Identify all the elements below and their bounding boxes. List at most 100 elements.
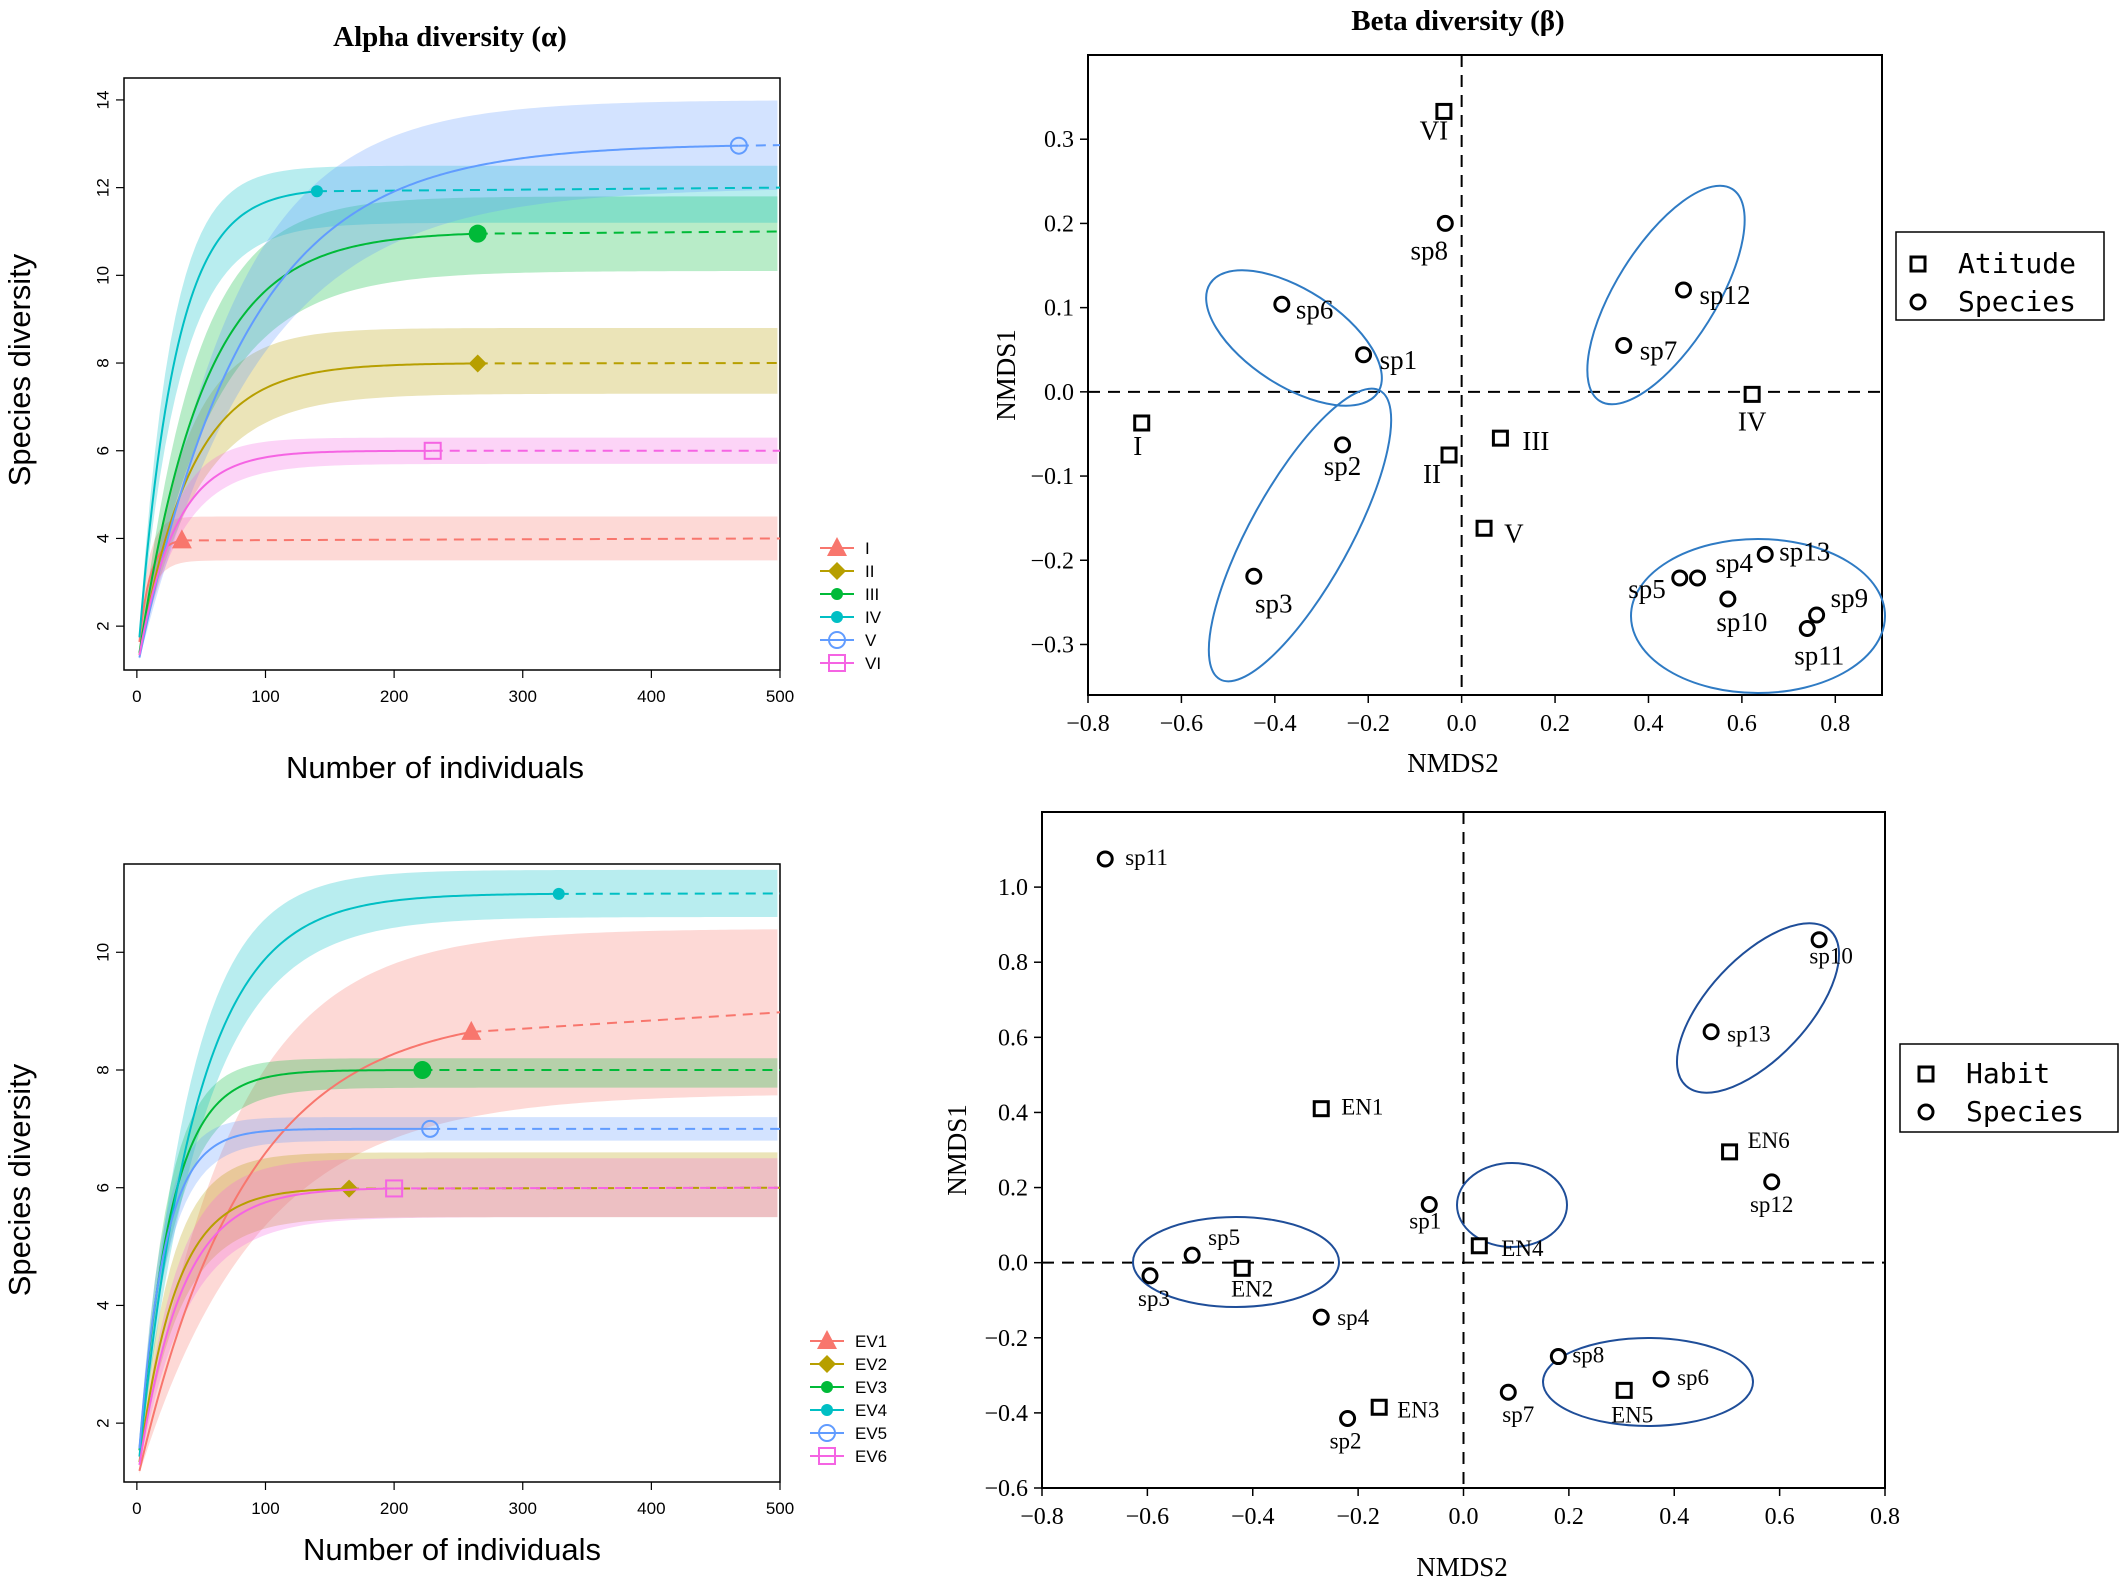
- species-marker-sp12: [1763, 1173, 1781, 1191]
- legend-label-atitude: Atitude: [1958, 247, 2076, 280]
- y-tick-label: −0.6: [984, 1476, 1028, 1502]
- beta-top-ellipse-sp12-sp7: [1586, 184, 1746, 406]
- site-label-VI: VI: [1420, 115, 1449, 145]
- beta-bottom-chart: EN1 EN2 EN3 EN4 EN5 EN6 sp1 sp2 sp3 sp4 sp5 sp6 sp7 s…: [942, 811, 2119, 1582]
- x-tick-label: 200: [380, 687, 408, 706]
- species-marker-sp7: [1499, 1383, 1517, 1401]
- y-tick-label: −0.4: [984, 1401, 1028, 1427]
- y-tick-label: 8: [93, 1065, 112, 1074]
- beta-top-ellipse-right-cluster: [1630, 538, 1886, 694]
- legend-label-EV1: EV1: [855, 1332, 887, 1351]
- legend-label-III: III: [865, 585, 879, 604]
- observed-marker-II: [468, 354, 487, 373]
- x-tick-label: 0.2: [1540, 711, 1570, 737]
- observed-marker-EV5: [421, 1119, 440, 1138]
- species-marker-sp10: [1719, 590, 1737, 608]
- beta-top-xlabel: NMDS2: [1407, 748, 1499, 778]
- y-tick-label: 4: [93, 1301, 112, 1310]
- legend-square-icon: [1909, 255, 1927, 273]
- alpha-top-xlabel: Number of individuals: [286, 750, 584, 785]
- site-label-EN4: EN4: [1501, 1236, 1544, 1261]
- species-marker-sp11: [1798, 619, 1816, 637]
- species-marker-sp7: [1615, 337, 1633, 355]
- species-label-sp12: sp12: [1750, 1192, 1793, 1217]
- legend-label-II: II: [865, 562, 874, 581]
- legend-label-I: I: [865, 539, 870, 558]
- legend-label-species: Species: [1966, 1095, 2084, 1128]
- beta-bottom-xlabel: NMDS2: [1416, 1552, 1508, 1582]
- x-tick-label: 400: [637, 687, 665, 706]
- species-label-sp3: sp3: [1255, 588, 1293, 618]
- species-label-sp5: sp5: [1208, 1225, 1240, 1250]
- y-tick-label: −0.2: [984, 1326, 1028, 1352]
- site-label-EN6: EN6: [1748, 1128, 1790, 1153]
- y-tick-label: 0.8: [998, 950, 1028, 976]
- site-marker-EN1: [1312, 1100, 1330, 1118]
- beta-bottom-ellipse-left: [1132, 1216, 1340, 1308]
- x-tick-label: 0.0: [1447, 711, 1477, 737]
- species-marker-sp2: [1339, 1410, 1357, 1428]
- alpha-title: Alpha diversity (α): [333, 21, 567, 53]
- site-marker-I: [1133, 414, 1151, 432]
- species-marker-sp4: [1312, 1308, 1330, 1326]
- site-marker-EN2: [1233, 1259, 1251, 1277]
- site-label-EN5: EN5: [1611, 1402, 1653, 1427]
- y-tick-label: 0.2: [1044, 211, 1074, 237]
- legend-marker-III: [831, 588, 843, 600]
- curve-I: [138, 539, 181, 643]
- legend-marker-EV6: [818, 1447, 836, 1465]
- beta-title: Beta diversity (β): [1351, 5, 1564, 37]
- site-marker-EN4: [1470, 1237, 1488, 1255]
- legend-circle-icon: [1909, 293, 1927, 311]
- legend-label-VI: VI: [865, 654, 881, 673]
- species-label-sp5: sp5: [1628, 574, 1666, 604]
- y-tick-label: 0.3: [1044, 127, 1074, 153]
- y-tick-label: 0.0: [1044, 380, 1074, 406]
- species-label-sp4: sp4: [1716, 548, 1754, 578]
- species-marker-sp1: [1420, 1195, 1438, 1213]
- observed-marker-EV3: [413, 1061, 432, 1080]
- species-marker-sp1: [1355, 346, 1373, 364]
- site-marker-IV: [1743, 385, 1761, 403]
- x-tick-label: −0.4: [1231, 1504, 1275, 1530]
- site-label-EN1: EN1: [1341, 1095, 1383, 1120]
- site-marker-EN3: [1370, 1398, 1388, 1416]
- alpha-bottom-chart: 0 100 200 300 400 500 2 4 6 8 10 EV1 EV2 EV3 EV4 EV5 EV6…: [2, 863, 887, 1567]
- species-label-sp8: sp8: [1572, 1343, 1604, 1368]
- x-tick-label: 0.4: [1633, 711, 1663, 737]
- species-marker-sp3: [1245, 567, 1263, 585]
- y-tick-label: 8: [93, 358, 112, 367]
- species-label-sp11: sp11: [1125, 845, 1168, 870]
- x-tick-label: −0.6: [1126, 1504, 1170, 1530]
- species-marker-sp6: [1652, 1370, 1670, 1388]
- alpha-top-ylabel: Species diversity: [2, 253, 37, 486]
- alpha-bottom-xlabel: Number of individuals: [303, 1532, 601, 1567]
- beta-top-legend-box: [1895, 231, 2105, 321]
- beta-bottom-ylabel: NMDS1: [942, 1104, 972, 1196]
- site-marker-VI: [1435, 102, 1453, 120]
- y-tick-label: 12: [93, 178, 112, 197]
- species-label-sp4: sp4: [1337, 1305, 1369, 1330]
- species-marker-sp6: [1273, 295, 1291, 313]
- beta-top-legend: Atitude Species: [1895, 231, 2105, 321]
- x-tick-label: 0: [132, 1499, 141, 1518]
- site-marker-EN5: [1615, 1381, 1633, 1399]
- legend-label-EV3: EV3: [855, 1378, 887, 1397]
- y-tick-label: 4: [93, 534, 112, 543]
- x-tick-label: 500: [766, 1499, 794, 1518]
- y-tick-label: −0.2: [1030, 548, 1074, 574]
- legend-label-species: Species: [1958, 285, 2076, 318]
- y-tick-label: −0.3: [1030, 632, 1074, 658]
- legend-label-EV4: EV4: [855, 1401, 887, 1420]
- extrapolation-V: [738, 144, 781, 147]
- species-label-sp6: sp6: [1677, 1365, 1709, 1390]
- band-EV2: [139, 1152, 778, 1466]
- band-IV: [139, 165, 778, 643]
- y-tick-label: 2: [93, 621, 112, 630]
- x-tick-label: 400: [637, 1499, 665, 1518]
- beta-bottom-legend-box: [1899, 1043, 2119, 1133]
- curve-III: [138, 232, 477, 653]
- y-tick-label: −0.1: [1030, 464, 1074, 490]
- beta-top-ellipse-sp6-sp1: [1205, 269, 1383, 407]
- x-tick-label: −0.8: [1020, 1504, 1064, 1530]
